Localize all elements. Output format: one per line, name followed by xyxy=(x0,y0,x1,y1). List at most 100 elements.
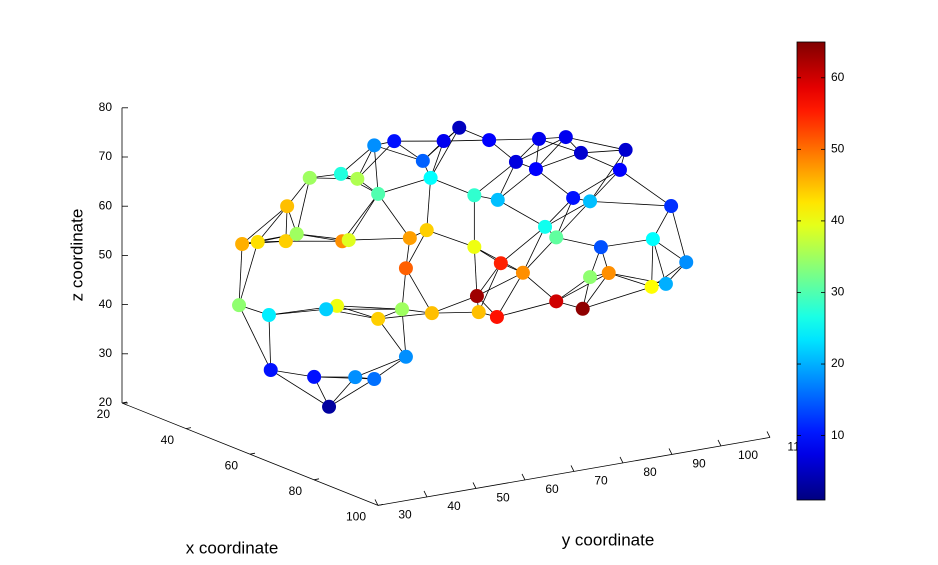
edge xyxy=(535,136,567,170)
node xyxy=(573,145,588,160)
node xyxy=(664,199,679,214)
colorbar-tick-label: 50 xyxy=(831,142,845,156)
node xyxy=(415,153,430,168)
edge xyxy=(535,168,574,199)
y-tick xyxy=(521,473,526,481)
node xyxy=(538,219,553,234)
edge xyxy=(378,312,432,320)
node xyxy=(387,134,402,149)
y-tick-label: 40 xyxy=(447,499,461,513)
x-tick xyxy=(121,401,128,404)
x-tick xyxy=(377,504,384,506)
node xyxy=(423,170,438,185)
node xyxy=(436,134,451,149)
node xyxy=(367,138,382,153)
edge xyxy=(476,272,524,297)
y-axis-label: y coordinate xyxy=(562,530,655,549)
y-tick-label: 80 xyxy=(643,465,657,479)
edge xyxy=(336,305,379,320)
node xyxy=(371,311,386,326)
edge xyxy=(619,169,672,207)
node xyxy=(471,305,486,320)
node xyxy=(402,231,417,246)
node xyxy=(482,133,497,148)
edge xyxy=(373,145,379,194)
node xyxy=(575,301,590,316)
node xyxy=(333,166,348,181)
edge xyxy=(652,238,667,285)
edge xyxy=(582,272,610,309)
node xyxy=(467,188,482,203)
node xyxy=(452,120,467,135)
edge xyxy=(270,369,315,378)
edge xyxy=(489,138,540,141)
edge xyxy=(544,200,591,228)
node xyxy=(278,234,293,249)
node xyxy=(319,302,334,317)
colorbar-tick-label: 10 xyxy=(831,428,845,442)
x-tick xyxy=(249,452,256,455)
edge xyxy=(608,272,652,288)
y-tick-label: 90 xyxy=(692,457,706,471)
node xyxy=(469,289,484,304)
edge xyxy=(555,201,591,238)
x-tick-label: 80 xyxy=(289,484,303,498)
edge xyxy=(430,177,475,196)
node xyxy=(618,142,633,157)
node xyxy=(322,399,337,414)
y-tick xyxy=(374,499,379,506)
edge xyxy=(590,200,672,207)
node xyxy=(583,270,598,285)
edge xyxy=(535,152,582,170)
edge xyxy=(538,138,582,154)
node xyxy=(280,199,295,214)
colorbar-tick-label: 20 xyxy=(831,356,845,370)
z-tick-label: 30 xyxy=(99,346,113,360)
node xyxy=(398,261,413,276)
node xyxy=(235,236,250,251)
y-tick xyxy=(423,490,428,498)
edge xyxy=(522,272,557,302)
node xyxy=(424,306,439,321)
node xyxy=(467,239,482,254)
node xyxy=(644,279,659,294)
x-tick-label: 40 xyxy=(161,433,175,447)
y-tick xyxy=(668,448,673,455)
node xyxy=(232,298,247,313)
edge xyxy=(241,205,288,245)
edge xyxy=(431,295,478,314)
edge xyxy=(515,136,567,163)
z-tick-label: 20 xyxy=(99,395,113,409)
x-tick-label: 60 xyxy=(225,458,239,472)
x-tick-label: 20 xyxy=(97,407,111,421)
edge xyxy=(238,243,243,306)
edge xyxy=(377,193,411,239)
edge xyxy=(582,286,652,310)
node xyxy=(658,276,673,291)
edge xyxy=(496,300,557,318)
edge xyxy=(377,318,407,358)
node xyxy=(490,192,505,207)
node xyxy=(645,232,660,247)
edge xyxy=(443,139,490,142)
y-tick xyxy=(717,439,722,447)
edge xyxy=(556,272,609,302)
edge xyxy=(497,199,546,228)
z-tick-label: 70 xyxy=(99,149,113,163)
edge xyxy=(431,311,479,314)
z-tick-label: 80 xyxy=(99,100,113,114)
node xyxy=(493,256,508,271)
edge xyxy=(348,193,379,241)
node xyxy=(558,130,573,145)
edge xyxy=(430,127,460,179)
y-tick xyxy=(619,456,624,464)
edge xyxy=(473,246,478,297)
edge xyxy=(556,236,602,248)
node xyxy=(532,131,547,146)
edge xyxy=(405,229,428,269)
node xyxy=(549,294,564,309)
edge xyxy=(651,261,687,288)
node xyxy=(489,309,504,324)
colorbar-tick-label: 60 xyxy=(831,70,845,84)
